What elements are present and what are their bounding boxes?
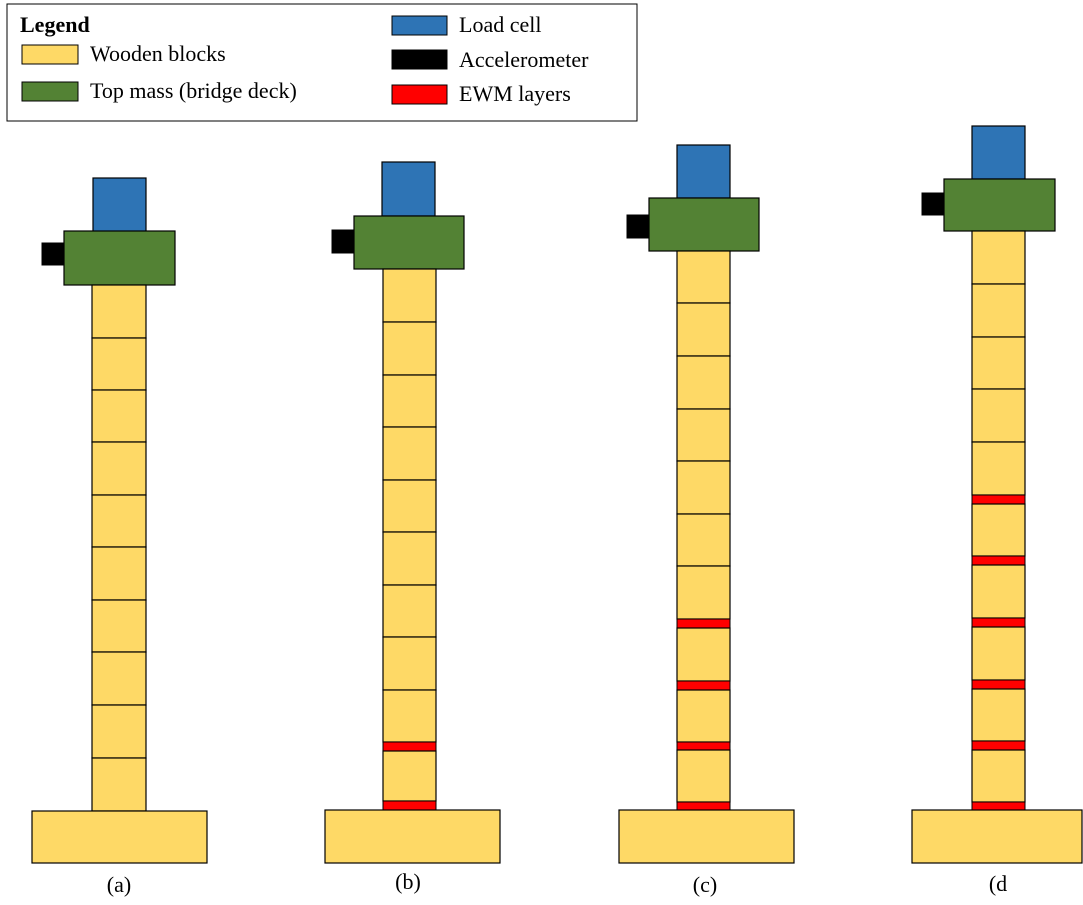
ewm-layer (971, 801, 1026, 811)
ewm-layer (382, 741, 437, 752)
accelerometer (921, 192, 946, 216)
wooden-block (676, 408, 731, 462)
wooden-block (382, 689, 437, 743)
wooden-column (382, 268, 437, 811)
ewm-layer (676, 741, 731, 751)
legend-label-wooden-blocks: Wooden blocks (90, 41, 226, 66)
accelerometer (626, 214, 651, 239)
wooden-block (91, 284, 147, 339)
wooden-block (382, 374, 437, 428)
ewm-layer (971, 679, 1026, 690)
legend-swatch-load-cell (391, 15, 448, 36)
wooden-block (91, 599, 147, 653)
load-cell (381, 161, 436, 217)
wooden-column (676, 250, 731, 811)
wooden-block (971, 441, 1026, 496)
wooden-block (971, 336, 1026, 390)
wooden-block (91, 389, 147, 443)
legend-swatch-top-mass (21, 81, 79, 102)
footing-block (618, 809, 795, 864)
wooden-block (971, 388, 1026, 443)
wooden-block (676, 250, 731, 304)
model-caption: (c) (693, 872, 717, 897)
wooden-block (676, 565, 731, 620)
pier-model-a: (a) (31, 177, 208, 897)
wooden-block (676, 460, 731, 515)
legend-swatch-ewm-layers (391, 84, 448, 105)
pier-model-c: (c) (618, 144, 795, 897)
top-mass (353, 215, 465, 270)
top-mass (648, 197, 760, 252)
legend-label-load-cell: Load cell (459, 12, 541, 37)
wooden-block (91, 704, 147, 759)
wooden-column (971, 230, 1026, 811)
ewm-layer (676, 801, 731, 811)
wooden-block (971, 283, 1026, 338)
ewm-layer (971, 555, 1026, 566)
wooden-block (382, 636, 437, 691)
ewm-layer (971, 494, 1026, 505)
legend-label-top-mass: Top mass (bridge deck) (90, 78, 297, 103)
wooden-block (676, 513, 731, 567)
wooden-block (971, 688, 1026, 742)
load-cell (92, 177, 147, 233)
wooden-block (971, 503, 1026, 557)
wooden-block (91, 337, 147, 391)
footing-block (911, 809, 1083, 864)
ewm-layer (971, 617, 1026, 628)
wooden-block (971, 749, 1026, 803)
accelerometer (331, 229, 356, 254)
pier-model-b: (b) (324, 161, 501, 894)
footing-block (31, 810, 208, 864)
wooden-block (382, 426, 437, 481)
accelerometer (41, 242, 66, 266)
ewm-layer (676, 618, 731, 629)
legend-frame (6, 3, 638, 122)
wooden-block (91, 441, 147, 496)
ewm-layer (971, 740, 1026, 751)
wooden-block (91, 651, 147, 706)
legend-swatch-wooden-blocks (21, 44, 79, 65)
legend: Legend Wooden blocks Top mass (bridge de… (6, 3, 638, 122)
wooden-block (676, 749, 731, 803)
top-mass (63, 230, 176, 286)
wooden-block (676, 689, 731, 743)
load-cell (971, 125, 1026, 180)
wooden-block (971, 230, 1026, 285)
legend-title: Legend (20, 12, 90, 37)
pier-model-d: (d (911, 125, 1083, 896)
legend-swatch-accelerometer (391, 49, 448, 70)
wooden-block (676, 627, 731, 682)
wooden-block (676, 355, 731, 410)
wooden-block (382, 531, 437, 586)
load-cell (676, 144, 731, 199)
wooden-block (971, 626, 1026, 681)
wooden-block (971, 564, 1026, 619)
wooden-block (676, 302, 731, 357)
footing-block (324, 809, 501, 864)
model-caption: (b) (395, 869, 421, 894)
legend-label-ewm-layers: EWM layers (459, 81, 571, 106)
wooden-block (91, 757, 147, 812)
wooden-block (91, 546, 147, 601)
wooden-block (382, 479, 437, 533)
model-caption: (a) (107, 872, 131, 897)
wooden-block (382, 750, 437, 802)
wooden-block (382, 268, 437, 323)
ewm-layer (676, 680, 731, 691)
model-caption: (d (989, 871, 1007, 896)
wooden-column (91, 284, 147, 812)
top-mass (943, 178, 1056, 232)
wooden-block (91, 494, 147, 548)
ewm-layer (382, 800, 437, 811)
wooden-block (382, 584, 437, 638)
legend-label-accelerometer: Accelerometer (459, 47, 589, 72)
wooden-block (382, 321, 437, 376)
